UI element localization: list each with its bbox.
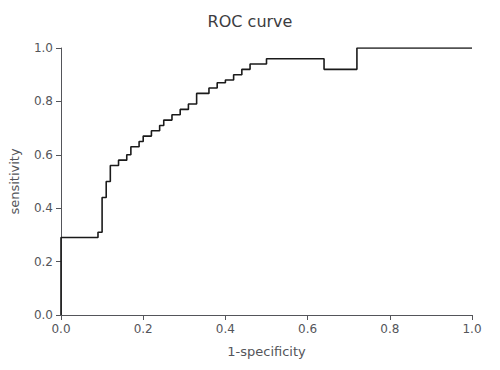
svg-text:0.6: 0.6 — [34, 148, 53, 162]
svg-text:1-specificity: 1-specificity — [227, 344, 306, 359]
svg-text:ROC curve: ROC curve — [208, 12, 293, 31]
svg-text:0.8: 0.8 — [34, 94, 53, 108]
svg-text:0.2: 0.2 — [34, 255, 53, 269]
svg-text:0.6: 0.6 — [298, 322, 317, 336]
svg-text:1.0: 1.0 — [34, 41, 53, 55]
svg-text:0.2: 0.2 — [134, 322, 153, 336]
svg-text:1.0: 1.0 — [462, 322, 481, 336]
svg-text:sensitivity: sensitivity — [7, 148, 22, 215]
svg-text:0.4: 0.4 — [216, 322, 235, 336]
svg-text:0.4: 0.4 — [34, 201, 53, 215]
svg-text:0.0: 0.0 — [34, 308, 53, 322]
svg-text:0.0: 0.0 — [51, 322, 70, 336]
svg-text:0.8: 0.8 — [380, 322, 399, 336]
